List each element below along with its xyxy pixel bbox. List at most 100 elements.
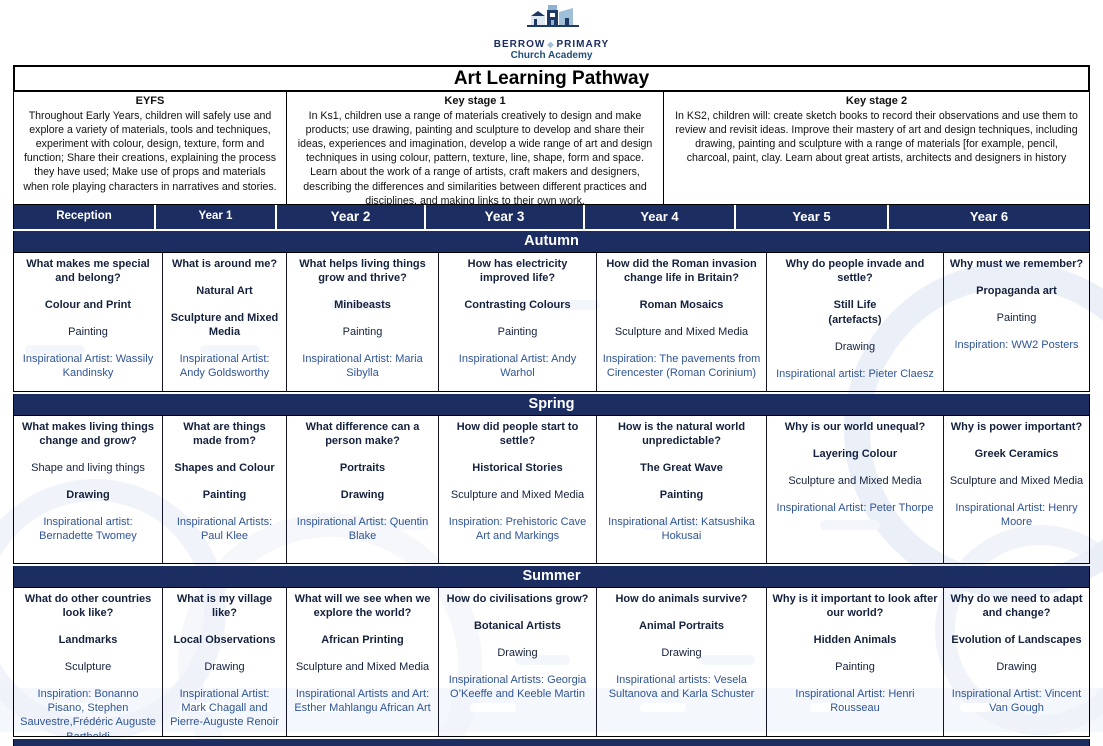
topic-line: Historical Stories: [472, 462, 563, 475]
medium-line: Sculpture and Mixed Media: [450, 489, 585, 502]
cell-spring-year-6: Why is power important? Greek Ceramics Scu…: [944, 416, 1089, 563]
artist-line: Inspiration: The pavements from Cirences…: [602, 353, 761, 380]
medium-line: Painting: [68, 326, 108, 339]
topic-line: Local Observations: [173, 634, 276, 647]
page-title: Art Learning Pathway: [13, 65, 1090, 92]
school-name: BERROW ◆ PRIMARY: [494, 39, 609, 50]
medium-line: Shape and living things: [31, 462, 145, 475]
topic-line: Greek Ceramics: [974, 448, 1059, 461]
artist-line: Inspirational artist: Bernadette Twomey: [39, 516, 137, 543]
topic-line: Evolution of Landscapes: [951, 634, 1082, 647]
cell-autumn-year-4: How did the Roman invasion change life i…: [597, 253, 767, 391]
term-row-autumn: What makes me special and belong? Colour …: [13, 252, 1090, 392]
cell-autumn-year-6: Why must we remember? Propaganda art Paint…: [944, 253, 1089, 391]
medium-line: Sculpture: [64, 661, 112, 674]
key-stage-descriptions-row: EYFS Throughout Early Years, children wi…: [13, 92, 1090, 205]
question-line: What makes living things change and grow…: [21, 421, 155, 448]
topic-line: Painting: [659, 489, 704, 502]
question-line: What do other countries look like?: [24, 593, 152, 620]
medium-line: Sculpture and Mixed Media: [614, 326, 749, 339]
topic-line: Natural Art: [196, 285, 253, 298]
term-row-spring: What makes living things change and grow…: [13, 415, 1090, 564]
term-banner-spring: Spring: [13, 394, 1090, 415]
medium-line: Drawing: [834, 341, 876, 354]
artist-line: Inspirational Artist: Maria Sibylla: [302, 353, 423, 380]
topic-line: Drawing: [66, 489, 110, 502]
medium-line: Drawing: [204, 661, 245, 674]
artist-line: Inspiration: WW2 Posters: [954, 339, 1079, 352]
cell-summer-year-1: What is my village like? Local Observatio…: [163, 588, 287, 736]
cell-autumn-year-1: What is around me? Natural Art Sculpture a…: [163, 253, 287, 391]
medium-line: Painting: [497, 326, 538, 339]
cell-summer-reception: What do other countries look like? Landma…: [14, 588, 163, 736]
topic-line: Colour and Print: [44, 299, 132, 312]
stage-body: In Ks1, children use a range of material…: [297, 109, 653, 204]
cell-summer-year-4: How do animals survive? Animal Portraits D…: [597, 588, 767, 736]
question-line: Why must we remember?: [949, 258, 1084, 270]
artist-line: Inspirational Artist: Mark Chagall and P…: [170, 688, 279, 729]
question-line: How do civilisations grow?: [446, 593, 589, 605]
topic-line: Roman Mosaics: [639, 299, 724, 312]
next-banner-partial: [13, 739, 1090, 746]
year-header-year-3: Year 3: [426, 205, 585, 229]
cell-autumn-year-3: How has electricity improved life? Contra…: [439, 253, 597, 391]
artist-line: Inspirational Artists: Georgia O’Keeffe …: [448, 674, 587, 701]
term-row-summer: What do other countries look like? Landma…: [13, 587, 1090, 737]
medium-line: Sculpture and Mixed Media: [295, 661, 430, 674]
cell-summer-year-2: What will we see when we explore the wor…: [287, 588, 439, 736]
cell-spring-year-1: What are things made from? Shapes and Col…: [163, 416, 287, 563]
question-line: How is the natural world unpredictable?: [617, 421, 746, 448]
year-header-year-4: Year 4: [585, 205, 736, 229]
artist-line: Inspirational Artist: Andy Goldsworthy: [179, 353, 270, 380]
cell-spring-year-5: Why is our world unequal? Layering Colour…: [767, 416, 944, 563]
cell-autumn-year-2: What helps living things grow and thrive…: [287, 253, 439, 391]
stage-body: Throughout Early Years, children will sa…: [23, 109, 277, 193]
question-line: How do animals survive?: [615, 593, 748, 605]
artist-line: Inspirational Artist: Peter Thorpe: [776, 502, 934, 515]
artist-line: Inspirational Artist: Andy Warhol: [458, 353, 577, 380]
cell-spring-year-3: How did people start to settle? Historica…: [439, 416, 597, 563]
topic-line: Sculpture and Mixed Media: [170, 312, 279, 339]
topic-line: Propaganda art: [976, 285, 1057, 298]
topic-line: Painting: [202, 489, 247, 502]
school-logo: BERROW ◆ PRIMARY Church Academy: [0, 4, 1103, 61]
artist-line: Inspirational Artists and Art: Esther Ma…: [294, 688, 431, 715]
artist-line: Inspirational Artist: Quentin Blake: [296, 516, 429, 543]
question-line: What makes me special and belong?: [26, 258, 150, 285]
logo-tree-icon: ◆: [547, 40, 555, 49]
topic-line: Hidden Animals: [813, 634, 897, 647]
year-header-reception: Reception: [14, 205, 156, 229]
school-name-right: PRIMARY: [556, 39, 610, 50]
stage-heading: Key stage 1: [444, 95, 506, 107]
stage-cell-ks1: Key stage 1 In Ks1, children use a range…: [287, 92, 664, 204]
cell-spring-year-4: How is the natural world unpredictable? T…: [597, 416, 767, 563]
year-header-year-2: Year 2: [277, 205, 426, 229]
question-line: Why is it important to look after our wo…: [772, 593, 938, 620]
medium-line: Painting: [996, 312, 1037, 325]
artist-line: Inspirational Artists: Paul Klee: [176, 516, 273, 543]
medium-line: Drawing: [996, 661, 1037, 674]
question-line: What helps living things grow and thrive…: [299, 258, 426, 285]
topic-line: Botanical Artists: [473, 620, 561, 633]
cell-spring-reception: What makes living things change and grow…: [14, 416, 163, 563]
question-line: What will we see when we explore the wor…: [294, 593, 431, 620]
cell-autumn-reception: What makes me special and belong? Colour …: [14, 253, 163, 391]
topic-line: Still Life: [833, 299, 877, 312]
question-line: Why do we need to adapt and change?: [950, 593, 1083, 620]
year-header-year-5: Year 5: [736, 205, 889, 229]
term-banner-autumn: Autumn: [13, 231, 1090, 252]
question-line: What is around me?: [171, 258, 278, 270]
artist-line: Inspirational Artist: Henry Moore: [955, 502, 1078, 529]
stage-heading: Key stage 2: [845, 95, 908, 107]
artist-line: Inspirational Artist: Henri Rousseau: [795, 688, 915, 715]
school-building-icon: [526, 5, 579, 27]
cell-summer-year-6: Why do we need to adapt and change? Evolu…: [944, 588, 1089, 736]
question-line: What is my village like?: [176, 593, 273, 620]
topic-line: Contrasting Colours: [464, 299, 571, 312]
medium-line: Painting: [835, 661, 875, 674]
medium-line: Sculpture and Mixed Media: [788, 475, 922, 488]
stage-cell-ks2: Key stage 2 In KS2, children will: creat…: [664, 92, 1089, 204]
school-subtitle: Church Academy: [510, 50, 593, 61]
